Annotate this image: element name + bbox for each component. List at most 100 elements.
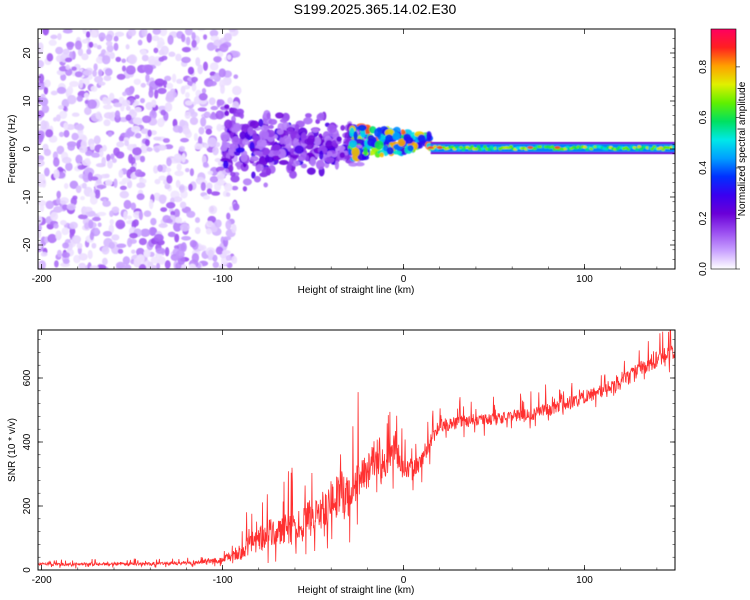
heatmap-cell xyxy=(60,200,67,205)
heatmap-cell xyxy=(115,151,125,159)
heatmap-cell xyxy=(351,147,360,157)
heatmap-cell xyxy=(201,155,207,165)
heatmap-cell xyxy=(90,176,99,181)
heatmap-cell xyxy=(165,202,176,209)
heatmap-cell xyxy=(40,120,48,130)
heatmap-cell xyxy=(195,57,201,67)
heatmap-cell xyxy=(212,254,218,262)
heatmap-cell xyxy=(164,75,172,82)
heatmap-cell xyxy=(392,132,401,140)
heatmap-cell xyxy=(226,212,231,220)
heatmap-cell xyxy=(189,239,197,248)
heatmap-cell xyxy=(111,234,120,241)
snr-ytick-label: 0 xyxy=(22,567,33,573)
heatmap-cell xyxy=(180,242,187,253)
heatmap-cell xyxy=(71,66,77,71)
snr-ylabel: SNR (10 * v/v) xyxy=(7,418,18,482)
heatmap-cell xyxy=(108,241,116,249)
heatmap-cell xyxy=(175,250,185,259)
heatmap-cell xyxy=(121,99,131,107)
heatmap-cell xyxy=(141,54,149,62)
heatmap-cell xyxy=(209,29,219,38)
heatmap-cell xyxy=(50,34,58,40)
heatmap-cell xyxy=(294,145,304,154)
heatmap-cell xyxy=(107,160,113,169)
spectrogram-xlabel: Height of straight line (km) xyxy=(298,285,415,296)
heatmap-cell xyxy=(43,86,49,95)
heatmap-cell xyxy=(55,46,64,55)
heatmap-cell xyxy=(173,245,180,250)
heatmap-cell xyxy=(139,97,146,104)
spectrogram-xtick-label: -200 xyxy=(32,274,52,285)
heatmap-cell xyxy=(194,227,201,235)
heatmap-cell xyxy=(259,125,270,131)
heatmap-cell xyxy=(403,133,412,142)
heatmap-cell xyxy=(113,35,119,42)
heatmap-cell xyxy=(259,129,269,140)
heatmap-cell xyxy=(146,32,152,43)
heatmap-cell xyxy=(222,160,229,169)
heatmap-cell xyxy=(154,178,161,185)
heatmap-cell xyxy=(103,119,111,127)
heatmap-cell xyxy=(166,82,174,90)
heatmap-cell xyxy=(181,153,186,163)
heatmap-cell xyxy=(221,141,231,149)
heatmap-cell xyxy=(214,219,222,228)
heatmap-cell xyxy=(198,244,207,251)
heatmap-cell xyxy=(42,29,49,36)
spectrogram-xtick-label: 0 xyxy=(401,274,407,285)
spectrogram-ytick-label: 20 xyxy=(22,47,33,59)
heatmap-cell xyxy=(109,218,115,226)
heatmap-cell xyxy=(268,124,274,129)
heatmap-cell xyxy=(84,222,90,230)
heatmap-cell xyxy=(200,116,207,127)
heatmap-cell xyxy=(74,124,85,131)
heatmap-cell xyxy=(103,75,112,82)
heatmap-cell xyxy=(316,113,325,121)
heatmap-cell xyxy=(173,196,183,203)
heatmap-cell xyxy=(109,210,114,218)
heatmap-cell xyxy=(57,33,62,41)
heatmap-cell xyxy=(190,111,198,118)
heatmap-cell xyxy=(43,79,51,88)
heatmap-cell xyxy=(98,32,106,41)
heatmap-cell xyxy=(325,140,334,150)
heatmap-cell xyxy=(197,107,208,112)
colorbar-label: Normalized spectral amplitude xyxy=(737,81,748,216)
heatmap-cell xyxy=(63,182,69,190)
heatmap-cell xyxy=(101,246,110,255)
heatmap-cell xyxy=(209,176,219,183)
heatmap-cell xyxy=(286,126,294,135)
heatmap-cell xyxy=(213,56,222,63)
heatmap-cell xyxy=(151,35,160,42)
heatmap-cell xyxy=(50,90,58,96)
heatmap-cell xyxy=(132,117,143,125)
heatmap-cell xyxy=(38,199,47,207)
heatmap-cell xyxy=(123,199,132,210)
heatmap-cell xyxy=(159,29,168,37)
heatmap-cell xyxy=(96,211,107,217)
heatmap-cell xyxy=(194,217,201,224)
heatmap-cell xyxy=(102,104,113,110)
heatmap-cell xyxy=(151,99,157,108)
heatmap-cell xyxy=(339,147,345,154)
heatmap-cell xyxy=(303,117,313,125)
heatmap-cell xyxy=(174,233,180,243)
heatmap-cell xyxy=(62,258,70,264)
heatmap-cell xyxy=(87,99,98,110)
heatmap-cell xyxy=(114,110,121,119)
heatmap-cell xyxy=(115,261,126,269)
heatmap-cell xyxy=(348,162,359,167)
heatmap-cell xyxy=(221,249,231,255)
heatmap-cell xyxy=(276,129,284,135)
heatmap-cell xyxy=(153,47,159,54)
heatmap-cell xyxy=(474,147,479,151)
snr-ytick-label: 600 xyxy=(22,369,33,386)
heatmap-cell xyxy=(224,119,233,129)
heatmap-cell xyxy=(75,185,82,194)
heatmap-cell xyxy=(61,227,69,236)
heatmap-cell xyxy=(315,159,325,170)
colorbar-bar xyxy=(710,28,737,270)
heatmap-cell xyxy=(182,127,191,135)
